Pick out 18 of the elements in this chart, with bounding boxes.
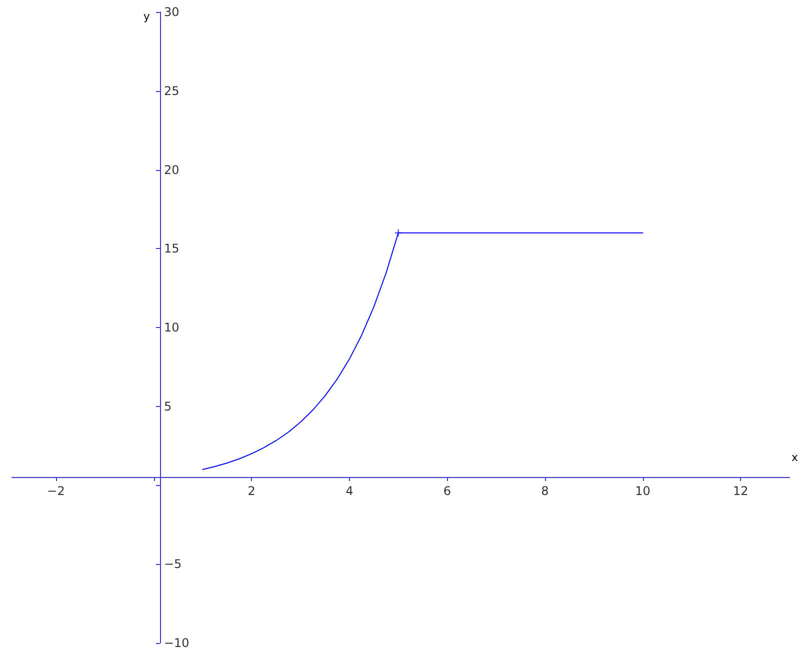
y-tick-label: 5 [164,399,172,414]
y-tick-label: −10 [164,636,190,650]
x-tick-label: 2 [248,484,256,498]
line-series [202,232,644,470]
x-tick-label: 6 [443,484,452,498]
y-tick-label: 15 [164,242,180,256]
y-tick-label: −5 [164,557,182,572]
y-tick-label: 10 [164,320,180,334]
x-tick-label: 8 [541,484,549,498]
x-tick-label: 4 [346,484,354,498]
y-tick-label: 20 [164,162,180,177]
y-axis-title: y [143,10,150,23]
y-tick-label: 30 [164,5,180,19]
x-tick-label: 10 [635,484,650,498]
y-tick-label: 25 [164,84,180,98]
x-tick-label: −2 [47,484,65,498]
x-axis-title: x [791,451,798,464]
x-tick-label: 12 [732,484,748,498]
